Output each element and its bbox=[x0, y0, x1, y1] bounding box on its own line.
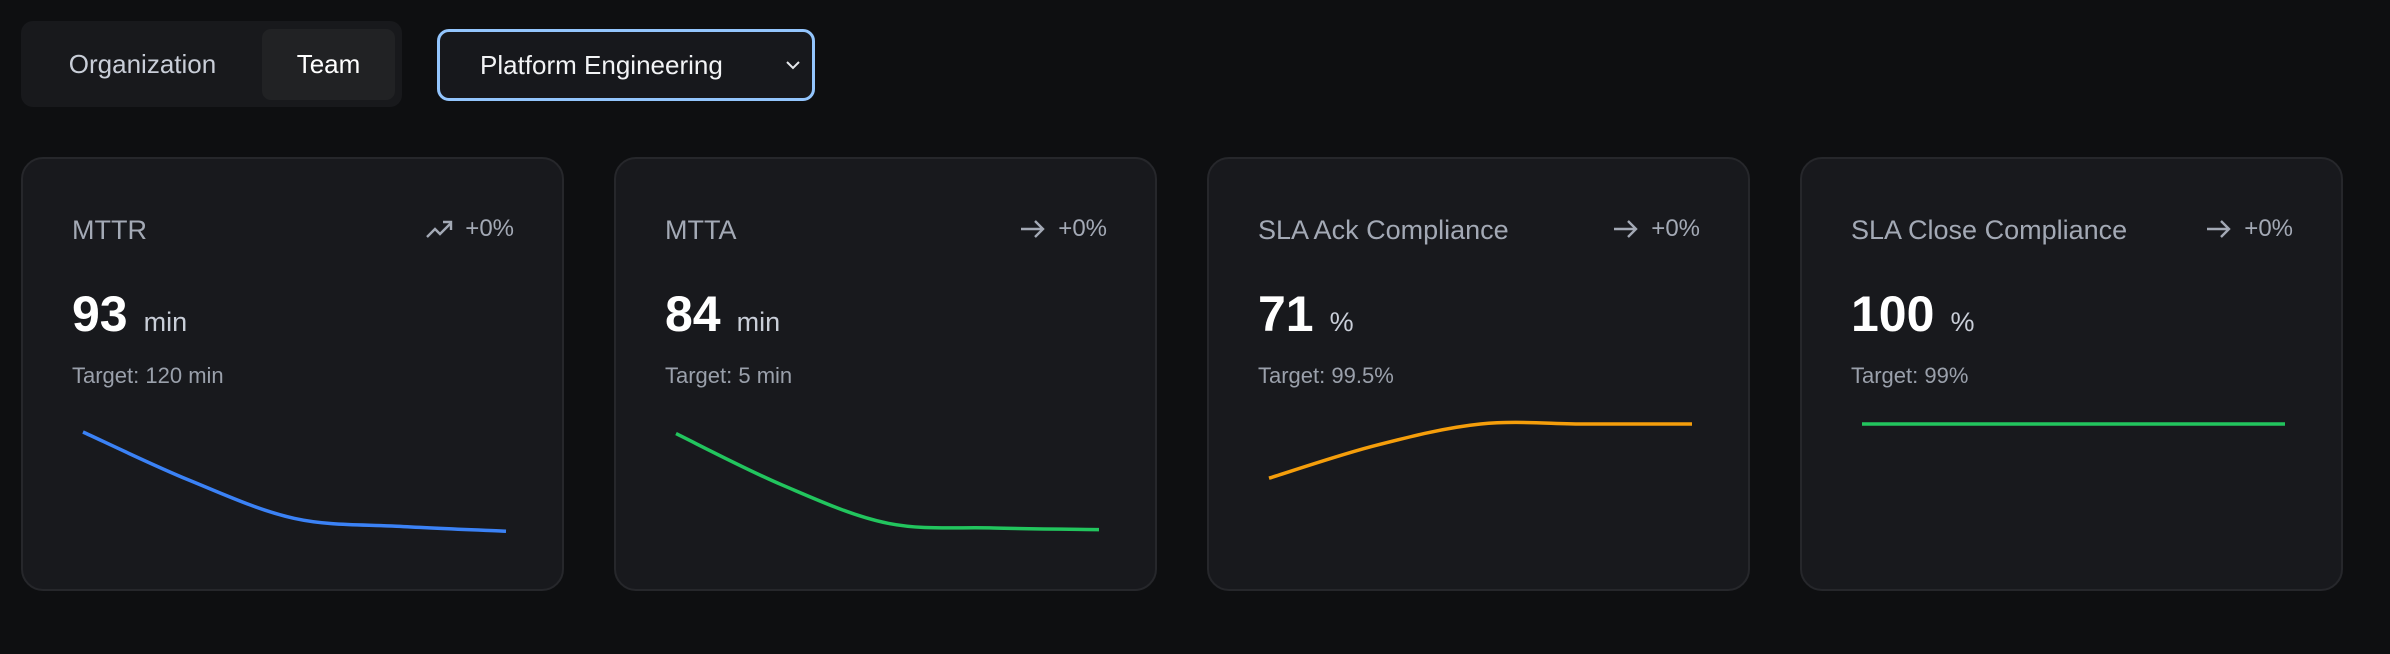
metric-trend: +0% bbox=[1611, 215, 1700, 243]
arrow-right-icon bbox=[1614, 220, 1638, 238]
metric-value: 84 min bbox=[665, 285, 780, 343]
metric-card: SLA Close Compliance +0% 100 % Target: 9… bbox=[1800, 157, 2343, 591]
metric-target: Target: 99.5% bbox=[1258, 363, 1394, 388]
metric-unit: min bbox=[143, 307, 188, 337]
metric-number: 71 bbox=[1258, 286, 1314, 342]
metric-card: MTTR +0% 93 min Target: 120 min bbox=[21, 157, 564, 591]
sparkline-series bbox=[1268, 420, 1692, 480]
metric-number: 100 bbox=[1851, 286, 1935, 342]
metric-trend-value: +0% bbox=[1058, 215, 1107, 242]
metric-trend-value: +0% bbox=[1651, 215, 1700, 242]
metric-title: SLA Ack Compliance bbox=[1258, 215, 1509, 245]
metric-number: 84 bbox=[665, 286, 721, 342]
metric-trend: +0% bbox=[425, 215, 514, 243]
arrow-right-icon bbox=[2207, 220, 2231, 238]
sparkline-series bbox=[675, 432, 1100, 532]
metric-title: MTTA bbox=[665, 215, 737, 245]
metric-title: SLA Close Compliance bbox=[1851, 215, 2128, 245]
metric-card: MTTA +0% 84 min Target: 5 min bbox=[614, 157, 1157, 591]
sparkline-series bbox=[82, 430, 507, 533]
metric-title: MTTR bbox=[72, 215, 147, 245]
scope-team-button[interactable]: Team bbox=[262, 29, 395, 100]
team-select[interactable]: Platform Engineering bbox=[437, 29, 815, 101]
arrow-right-icon bbox=[1021, 220, 1045, 238]
metric-target: Target: 120 min bbox=[72, 363, 224, 388]
chevron-down-icon bbox=[786, 61, 800, 70]
metric-trend-value: +0% bbox=[2244, 215, 2293, 242]
metric-trend: +0% bbox=[1018, 215, 1107, 243]
scope-organization-button[interactable]: Organization bbox=[68, 49, 217, 79]
metric-card: SLA Ack Compliance +0% 71 % Target: 99.5… bbox=[1207, 157, 1750, 591]
metric-number: 93 bbox=[72, 286, 128, 342]
metric-value: 93 min bbox=[72, 285, 187, 343]
metric-unit: min bbox=[736, 307, 781, 337]
metric-target: Target: 5 min bbox=[665, 363, 793, 388]
metric-value: 71 % bbox=[1258, 285, 1354, 343]
team-select-value: Platform Engineering bbox=[480, 49, 723, 80]
metric-unit: % bbox=[1950, 307, 1975, 337]
trending-up-icon bbox=[426, 220, 453, 238]
metric-trend-value: +0% bbox=[465, 215, 514, 242]
metric-unit: % bbox=[1329, 307, 1354, 337]
scope-toggle: Organization Team bbox=[21, 21, 402, 107]
metric-target: Target: 99% bbox=[1851, 363, 1969, 388]
metric-trend: +0% bbox=[2204, 215, 2293, 243]
metric-value: 100 % bbox=[1851, 285, 1974, 343]
